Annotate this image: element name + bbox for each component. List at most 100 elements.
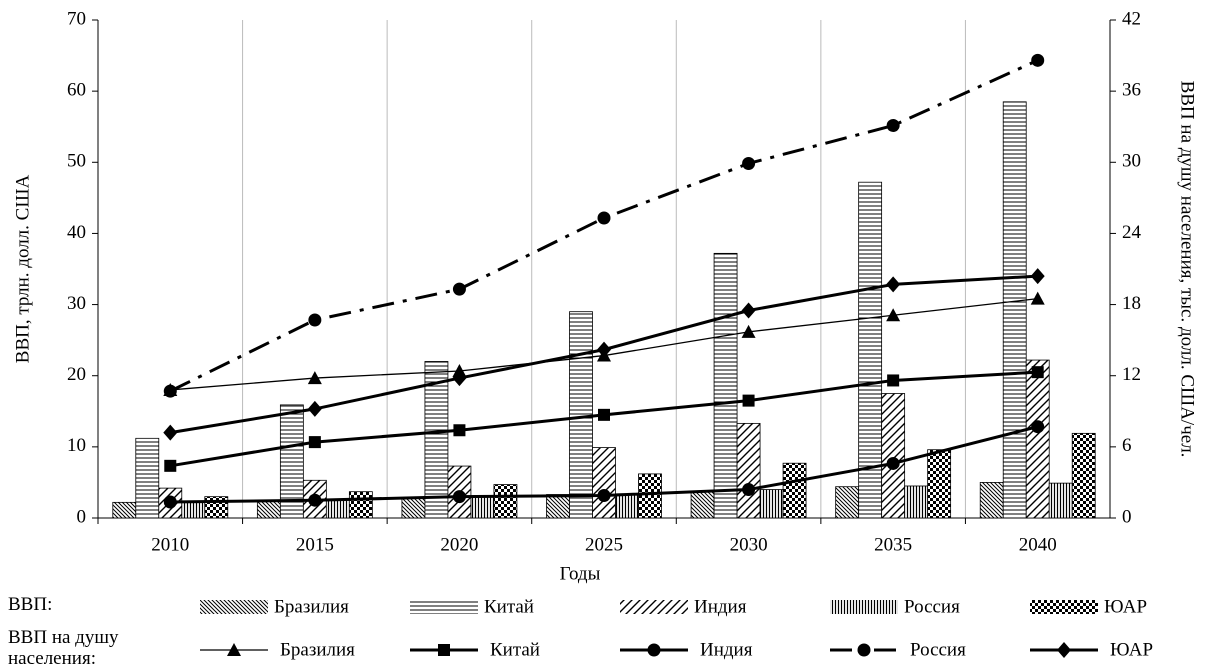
y-tick-label: 0 [77,506,87,527]
x-tick-label: 2040 [1019,534,1057,555]
line-marker [164,459,177,472]
legend-label: Китай [490,639,540,660]
bar [615,493,639,519]
legend-swatch [410,600,478,614]
bar [881,393,906,519]
legend-group-label: ВВП на душу населения: [8,627,119,669]
line-marker [163,424,178,441]
y-tick-label: 70 [67,8,86,29]
legend-label: Бразилия [280,639,355,660]
y-tick-label: 50 [67,151,86,172]
bar [569,311,593,519]
line-marker [1030,268,1045,285]
bar [1025,359,1050,519]
line-marker [1031,53,1045,67]
legend-label: Россия [910,639,966,660]
bar [736,422,761,519]
legend-label: Китай [484,596,534,617]
legend-label: Бразилия [274,596,349,617]
bar [858,181,883,519]
bar [256,499,281,519]
line-marker [742,394,755,407]
legend-label: ЮАР [1110,639,1153,660]
y2-tick-label: 0 [1122,506,1132,527]
legend-marker [227,643,241,656]
line-marker [308,493,322,507]
bar [782,462,807,519]
x-tick-label: 2035 [874,534,912,555]
legend-label: Индия [694,596,747,617]
legend-swatch [1030,600,1098,614]
line-marker [742,483,756,497]
line-marker [886,308,901,322]
y-tick-label: 40 [67,222,86,243]
y2-tick-label: 6 [1122,435,1132,456]
legend-group-label: ВВП: [8,594,53,615]
legend-swatch [200,600,268,614]
bar [401,497,426,519]
y2-axis-title: ВВП на душу населения, тыс. долл. США/че… [1177,81,1198,458]
legend-swatch [620,600,688,614]
line-marker [452,370,467,387]
bar [835,486,860,519]
bar [592,447,616,519]
bar [713,252,738,519]
line-marker [308,313,322,327]
legend-marker [1057,642,1071,658]
line-marker [452,490,466,504]
legend-marker [647,643,661,657]
y-tick-label: 20 [67,364,86,385]
x-axis-title: Годы [560,563,601,584]
bar [181,501,206,519]
bar [348,491,373,519]
bar [927,449,952,519]
legend-group-text: ВВП: [8,594,53,615]
y2-tick-label: 12 [1122,364,1141,385]
bar [493,484,518,519]
legend-swatch [830,600,898,614]
y2-tick-label: 42 [1122,8,1141,29]
bar [979,482,1004,519]
line-marker [742,156,756,170]
line-marker [307,371,322,385]
line-marker [307,400,322,417]
line-marker [452,282,466,296]
line-marker [1031,366,1044,379]
legend-group-text: ВВП на душу населения: [8,627,119,669]
y-tick-label: 10 [67,435,86,456]
line-marker [1030,291,1045,305]
line-marker [163,495,177,509]
y-axis-title: ВВП, трлн. долл. США [12,175,33,364]
line-marker [597,488,611,502]
y2-tick-label: 30 [1122,151,1141,172]
x-tick-label: 2030 [730,534,768,555]
x-tick-label: 2015 [296,534,334,555]
bar [112,501,137,519]
y-tick-label: 60 [67,80,86,101]
line-marker [741,302,756,319]
line-marker [1031,420,1045,434]
bar [424,361,449,519]
line-marker [597,211,611,225]
line-marker [453,424,466,437]
y-tick-label: 30 [67,293,86,314]
legend-marker [857,643,871,657]
line-marker [886,276,901,293]
bar [325,499,350,519]
bar [759,489,784,519]
bar [546,494,570,519]
y2-tick-label: 18 [1122,293,1141,314]
legend-label: ЮАР [1104,596,1147,617]
line-marker [163,384,177,398]
bar [1048,482,1073,519]
line-marker [887,374,900,387]
line-marker [308,436,321,449]
bar [135,437,160,519]
bar [470,496,495,519]
bar [904,485,929,519]
x-tick-label: 2025 [585,534,623,555]
line-marker [597,341,611,358]
bar [1071,432,1096,519]
line-marker [886,119,900,133]
